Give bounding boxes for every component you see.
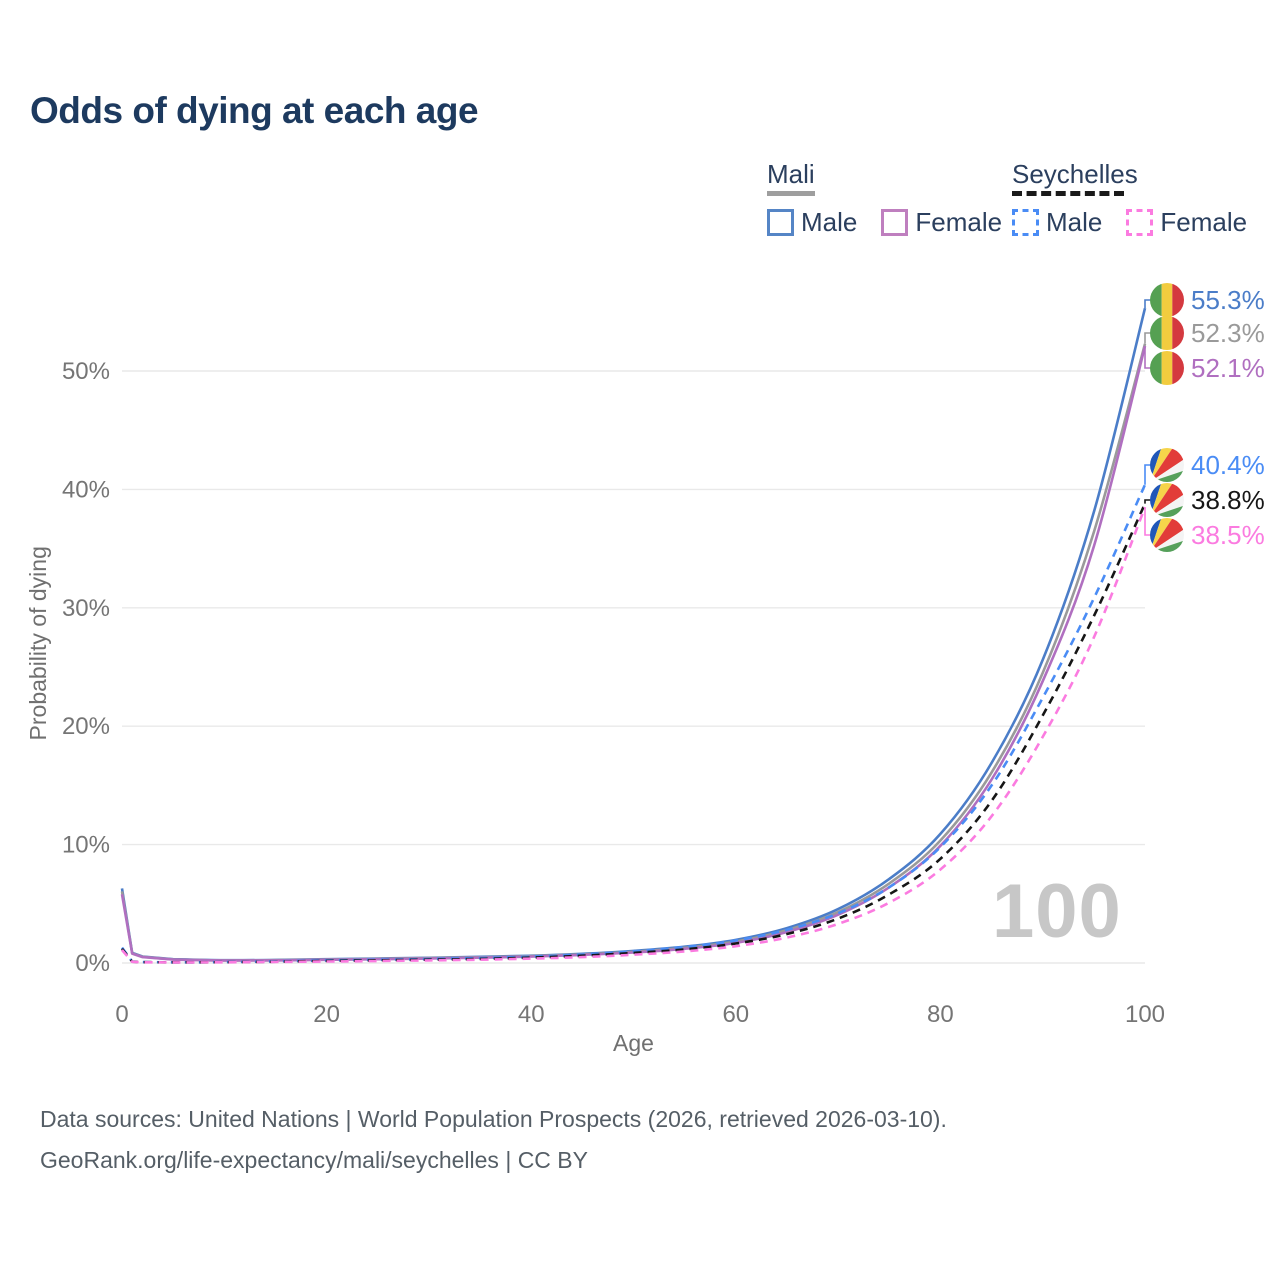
- seychelles-female-swatch-icon: [1126, 209, 1154, 236]
- x-tick-label: 80: [927, 1001, 954, 1028]
- legend-label: Male: [1046, 207, 1103, 237]
- x-tick-label: 40: [518, 1001, 545, 1028]
- mali-male-swatch-icon: [767, 209, 794, 236]
- mali-flag-icon: [1150, 283, 1184, 317]
- y-tick-label: 40%: [62, 476, 110, 503]
- end-value: 52.3%: [1191, 318, 1265, 348]
- attribution-link-text[interactable]: GeoRank.org/life-expectancy/mali/seychel…: [40, 1147, 588, 1173]
- x-tick-label: 60: [722, 1001, 749, 1028]
- y-tick-label: 0%: [75, 950, 110, 977]
- end-label-mali-female: 52.1%: [1150, 351, 1265, 385]
- end-value: 52.1%: [1191, 353, 1265, 383]
- x-tick-label: 0: [115, 1001, 128, 1028]
- end-label-mali-male: 55.3%: [1150, 283, 1265, 317]
- y-axis-title: Probability of dying: [25, 546, 51, 740]
- page-title: Odds of dying at each age: [30, 90, 479, 131]
- curve-seychelles-female[interactable]: [121, 506, 1147, 964]
- curve-mali-male[interactable]: [120, 307, 1147, 962]
- label-connector-seychelles-male: [1144, 464, 1151, 485]
- legend-group-mali: Mali Male Female: [767, 160, 1002, 238]
- end-label-seychelles-male: 40.4%: [1150, 448, 1265, 482]
- legend-group-title-seychelles: Seychelles: [1012, 159, 1138, 189]
- label-connector-mali-both: [1144, 332, 1151, 344]
- legend-group-seychelles: Seychelles Male Female: [1012, 160, 1247, 238]
- end-label-seychelles-female: 38.5%: [1150, 518, 1265, 552]
- mali-flag-icon: [1150, 316, 1184, 350]
- end-label-mali-both: 52.3%: [1150, 316, 1265, 350]
- seychelles-flag-icon: [1150, 518, 1184, 552]
- legend-mali-male[interactable]: Male: [767, 207, 857, 238]
- y-tick-label: 30%: [62, 595, 110, 622]
- end-label-seychelles-both: 38.8%: [1150, 483, 1265, 517]
- label-connector-mali-female: [1144, 346, 1151, 369]
- seychelles-line-style-sample: [1012, 191, 1124, 196]
- y-tick-label: 10%: [62, 832, 110, 859]
- legend-seychelles-female[interactable]: Female: [1126, 207, 1247, 238]
- y-tick-label: 50%: [62, 358, 110, 385]
- legend-label: Female: [915, 207, 1003, 237]
- x-axis-title: Age: [613, 1030, 654, 1056]
- legend-label: Female: [1160, 207, 1248, 237]
- end-value: 55.3%: [1191, 285, 1265, 315]
- data-sources-text: Data sources: United Nations | World Pop…: [40, 1106, 947, 1132]
- end-value: 38.5%: [1191, 520, 1265, 550]
- x-tick-label: 20: [313, 1001, 340, 1028]
- end-value: 38.8%: [1191, 485, 1265, 515]
- mali-female-swatch-icon: [881, 209, 909, 236]
- legend-mali-female[interactable]: Female: [881, 207, 1002, 238]
- x-tick-label: 100: [1125, 1001, 1165, 1028]
- label-connector-seychelles-female: [1144, 507, 1151, 536]
- end-value: 40.4%: [1191, 450, 1265, 480]
- label-connector-seychelles-both: [1144, 499, 1151, 504]
- mali-line-style-sample: [767, 191, 815, 196]
- legend-group-title-mali: Mali: [767, 159, 815, 189]
- label-connector-mali-male: [1144, 299, 1151, 309]
- age-indicator-watermark: 100: [992, 869, 1122, 954]
- legend-seychelles-male[interactable]: Male: [1012, 207, 1102, 238]
- seychelles-male-swatch-icon: [1012, 209, 1039, 236]
- mali-flag-icon: [1150, 351, 1184, 385]
- seychelles-flag-icon: [1150, 483, 1184, 517]
- legend-label: Male: [801, 207, 858, 237]
- y-tick-label: 20%: [62, 713, 110, 740]
- seychelles-flag-icon: [1150, 448, 1184, 482]
